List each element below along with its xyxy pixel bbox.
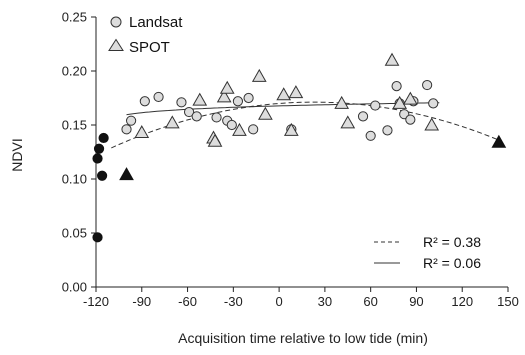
- y-tick-label: 0.10: [62, 172, 87, 187]
- fit-legend: R² = 0.38 R² = 0.06: [374, 234, 481, 271]
- x-tick-label: -120: [83, 294, 109, 309]
- y-tick-label: 0.25: [62, 10, 87, 25]
- spot-excluded-point: [491, 134, 507, 148]
- x-tick-label: 60: [363, 294, 377, 309]
- landsat-excluded-point: [97, 170, 108, 181]
- x-tick-label: 120: [451, 294, 473, 309]
- spot-point: [258, 106, 273, 120]
- landsat-excluded-point: [93, 143, 105, 154]
- landsat-excluded-point: [98, 132, 109, 144]
- spot-point: [207, 133, 223, 147]
- landsat-point: [365, 130, 376, 141]
- y-axis-title: NDVI: [9, 138, 25, 171]
- spot-point: [340, 115, 356, 129]
- landsat-excluded-point: [92, 232, 103, 243]
- legend-landsat-label: Landsat: [129, 14, 183, 31]
- x-tick-label: 150: [497, 294, 519, 309]
- spot-point: [283, 122, 299, 136]
- spot-point: [251, 68, 267, 82]
- spot-point: [424, 117, 440, 131]
- landsat-point: [232, 96, 244, 107]
- spot-point: [216, 89, 232, 103]
- log-fit-line: [126, 102, 440, 116]
- quadratic-fit-line: [111, 101, 501, 149]
- landsat-point: [153, 91, 164, 103]
- spot-point: [384, 52, 400, 66]
- landsat-point: [191, 111, 202, 122]
- x-tick-label: -30: [224, 294, 243, 309]
- y-tick-label: 0.20: [62, 64, 87, 79]
- legend-spot-label: SPOT: [129, 39, 170, 56]
- spot-point: [232, 122, 247, 136]
- spot-point: [192, 92, 208, 106]
- landsat-point: [391, 81, 402, 92]
- landsat-point: [211, 112, 222, 123]
- x-tick-label: -60: [178, 294, 197, 309]
- landsat-point: [357, 111, 369, 122]
- x-axis-title: Acquisition time relative to low tide (m…: [178, 330, 428, 346]
- landsat-point: [243, 92, 254, 104]
- spot-point: [392, 95, 408, 109]
- landsat-point: [248, 124, 259, 135]
- landsat-excluded-point: [92, 153, 103, 164]
- x-tick-label: 90: [409, 294, 423, 309]
- spot-point: [134, 125, 150, 139]
- spot-point: [402, 91, 418, 105]
- axes: -120 -90 -60 -30 0 30 60 90 120 150 0.00 0.05 0.10 0.…: [62, 10, 519, 310]
- landsat-point: [183, 106, 195, 118]
- landsat-point: [422, 79, 433, 91]
- spot-point: [334, 95, 350, 109]
- landsat-point: [405, 114, 416, 125]
- y-tick-label: 0.15: [62, 118, 87, 133]
- landsat-point: [428, 98, 439, 109]
- fit-legend-solid-label: R² = 0.06: [423, 255, 481, 271]
- data-points: [92, 52, 507, 243]
- landsat-point: [370, 100, 381, 111]
- series-legend: Landsat SPOT: [108, 14, 183, 56]
- x-tick-label: -90: [132, 294, 151, 309]
- x-tick-label: 0: [275, 294, 282, 309]
- fit-lines: [111, 101, 501, 149]
- fit-legend-dashed-label: R² = 0.38: [423, 234, 481, 250]
- spot-point: [219, 80, 235, 94]
- landsat-point: [139, 96, 150, 107]
- legend-spot-marker: [108, 38, 124, 51]
- landsat-point: [176, 97, 187, 108]
- legend-landsat-marker: [110, 16, 122, 28]
- spot-excluded-point: [119, 167, 134, 181]
- landsat-point: [121, 124, 132, 135]
- landsat-point: [226, 119, 237, 131]
- spot-point: [288, 85, 304, 99]
- y-tick-label: 0.00: [62, 280, 87, 295]
- x-tick-label: 30: [318, 294, 332, 309]
- landsat-point: [125, 115, 137, 126]
- spot-point: [276, 87, 292, 101]
- landsat-point: [382, 125, 393, 136]
- spot-point: [164, 115, 180, 129]
- y-tick-label: 0.05: [62, 226, 87, 241]
